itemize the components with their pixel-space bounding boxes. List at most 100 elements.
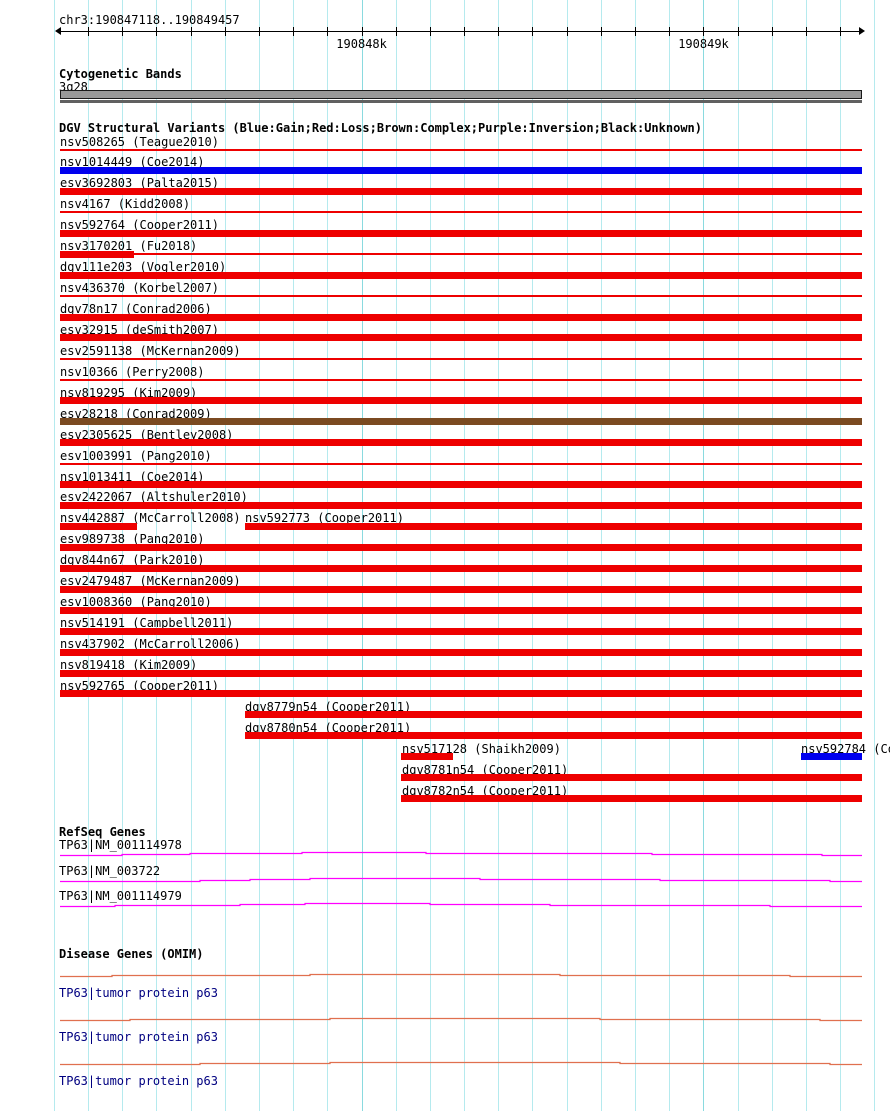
variant-label[interactable]: esv1003991 (Pang2010) (60, 448, 212, 463)
disease-gene-line[interactable] (0, 1056, 890, 1068)
variant-bar[interactable] (401, 774, 862, 782)
axis-tick (805, 27, 807, 36)
variant-label[interactable]: nsv10366 (Perry2008) (60, 364, 205, 379)
axis-tick (224, 27, 226, 36)
variant-label[interactable]: esv2591138 (McKernan2009) (60, 343, 241, 358)
variant-label[interactable]: nsv592784 (Coop (801, 741, 890, 756)
variant-bar[interactable] (60, 501, 862, 509)
variant-label[interactable]: esv28218 (Conrad2009) (60, 406, 212, 421)
variant-label[interactable]: esv2479487 (McKernan2009) (60, 574, 241, 589)
variant-label[interactable]: esv989738 (Pang2010) (60, 532, 205, 547)
transcript-line[interactable] (0, 873, 890, 885)
variant-label[interactable]: nsv819295 (Kim2009) (60, 385, 198, 400)
variant-label[interactable]: nsv442887 (McCarroll2008) (60, 511, 241, 526)
variant-bar[interactable] (60, 148, 862, 151)
transcript-line-path (60, 877, 862, 882)
axis-right-arrow-icon (859, 27, 865, 35)
grid-line (395, 0, 397, 1111)
disease-gene-line[interactable] (0, 1012, 890, 1024)
variant-bar[interactable] (60, 295, 862, 298)
variant-bar[interactable] (60, 522, 137, 530)
variant-bar[interactable] (801, 753, 862, 761)
variant-label[interactable]: dgv78n17 (Conrad2006) (60, 302, 212, 317)
transcript-line[interactable] (0, 898, 890, 910)
transcript-line[interactable] (0, 847, 890, 859)
variant-bar[interactable] (401, 753, 453, 761)
variant-label[interactable]: nsv437902 (McCarroll2006) (60, 637, 241, 652)
variant-bar[interactable] (60, 271, 862, 279)
variant-label[interactable]: esv3692803 (Palta2015) (60, 176, 219, 191)
variant-label[interactable]: nsv508265 (Teague2010) (60, 134, 219, 149)
variant-label[interactable]: dgv8781n54 (Cooper2011) (402, 762, 569, 777)
variant-bar[interactable] (60, 585, 862, 593)
disease-gene-label[interactable]: TP63|tumor protein p63 (59, 986, 218, 1000)
variant-bar[interactable] (134, 253, 862, 256)
variant-bar[interactable] (60, 690, 862, 698)
variant-bar[interactable] (60, 229, 862, 237)
variant-label[interactable]: nsv819418 (Kim2009) (60, 658, 198, 672)
grid-line (840, 0, 842, 1111)
variant-label[interactable]: nsv517128 (Shaikh2009) (402, 741, 561, 756)
variant-bar[interactable] (60, 543, 862, 551)
cytoband-3q28[interactable] (60, 90, 862, 99)
variant-label[interactable]: dgv8782n54 (Cooper2011) (402, 783, 569, 798)
variant-label[interactable]: nsv436370 (Korbel2007) (60, 281, 219, 296)
variant-label[interactable]: dgv8780n54 (Cooper2011) (245, 720, 412, 735)
grid-line (258, 0, 260, 1111)
disease-gene-label[interactable]: TP63|tumor protein p63 (59, 1030, 218, 1044)
variant-bar[interactable] (60, 669, 862, 677)
variant-bar[interactable] (60, 211, 862, 214)
transcript-label[interactable]: TP63|NM_001114979 (59, 889, 182, 903)
variant-bar[interactable] (60, 187, 862, 195)
variant-bar[interactable] (60, 648, 862, 656)
variant-bar[interactable] (245, 732, 862, 740)
axis-tick (532, 27, 534, 36)
grid-line (293, 0, 295, 1111)
variant-label[interactable]: nsv514191 (Campbell2011) (60, 616, 234, 631)
variant-bar[interactable] (60, 564, 862, 572)
variant-label[interactable]: esv32915 (deSmith2007) (60, 322, 219, 337)
variant-label[interactable]: nsv3170201 (Fu2018) (60, 239, 198, 254)
variant-label[interactable]: nsv592764 (Cooper2011) (60, 218, 219, 233)
axis-tick (87, 27, 89, 36)
variant-bar[interactable] (245, 522, 862, 530)
variant-label[interactable]: nsv1013411 (Coe2014) (60, 469, 205, 484)
variant-bar[interactable] (60, 334, 862, 342)
grid-line (737, 0, 739, 1111)
transcript-line-path (60, 902, 862, 907)
variant-label[interactable]: nsv592765 (Cooper2011) (60, 678, 219, 693)
variant-bar[interactable] (60, 439, 862, 447)
variant-label[interactable]: dgv8779n54 (Cooper2011) (245, 699, 412, 714)
variant-label[interactable]: esv1008360 (Pang2010) (60, 595, 212, 610)
variant-bar[interactable] (60, 462, 862, 465)
disease-gene-line-path (60, 973, 862, 977)
variant-bar[interactable] (60, 627, 862, 635)
variant-label[interactable]: nsv1014449 (Coe2014) (60, 155, 205, 170)
variant-label[interactable]: dgv844n67 (Park2010) (60, 553, 205, 568)
variant-bar[interactable] (60, 166, 862, 174)
variant-bar[interactable] (60, 378, 862, 381)
variant-bar[interactable] (60, 357, 862, 360)
variant-bar[interactable] (60, 418, 862, 426)
variant-label[interactable]: nsv4167 (Kidd2008) (60, 197, 191, 212)
variant-bar[interactable] (60, 606, 862, 614)
axis-tick (361, 27, 363, 36)
disease-gene-line[interactable] (0, 968, 890, 980)
variant-bar[interactable] (60, 481, 862, 489)
transcript-label[interactable]: TP63|NM_001114978 (59, 838, 182, 852)
variant-label[interactable]: dgv111e203 (Vogler2010) (60, 260, 227, 275)
variant-label[interactable]: esv2305625 (Bentley2008) (60, 427, 234, 442)
variant-label[interactable]: esv2422067 (Altshuler2010) (60, 490, 248, 505)
variant-bar[interactable] (60, 397, 862, 405)
transcript-label[interactable]: TP63|NM_003722 (59, 863, 161, 878)
disease-gene-label[interactable]: TP63|tumor protein p63 (59, 1074, 218, 1088)
variant-bar[interactable] (60, 250, 134, 258)
variant-bar[interactable] (245, 711, 862, 719)
variant-label[interactable]: nsv592773 (Cooper2011) (245, 511, 404, 526)
axis-tick (156, 27, 158, 36)
axis-tick (600, 27, 602, 36)
axis-tick (635, 27, 637, 36)
variant-bar[interactable] (401, 795, 862, 803)
variant-bar[interactable] (60, 313, 862, 321)
